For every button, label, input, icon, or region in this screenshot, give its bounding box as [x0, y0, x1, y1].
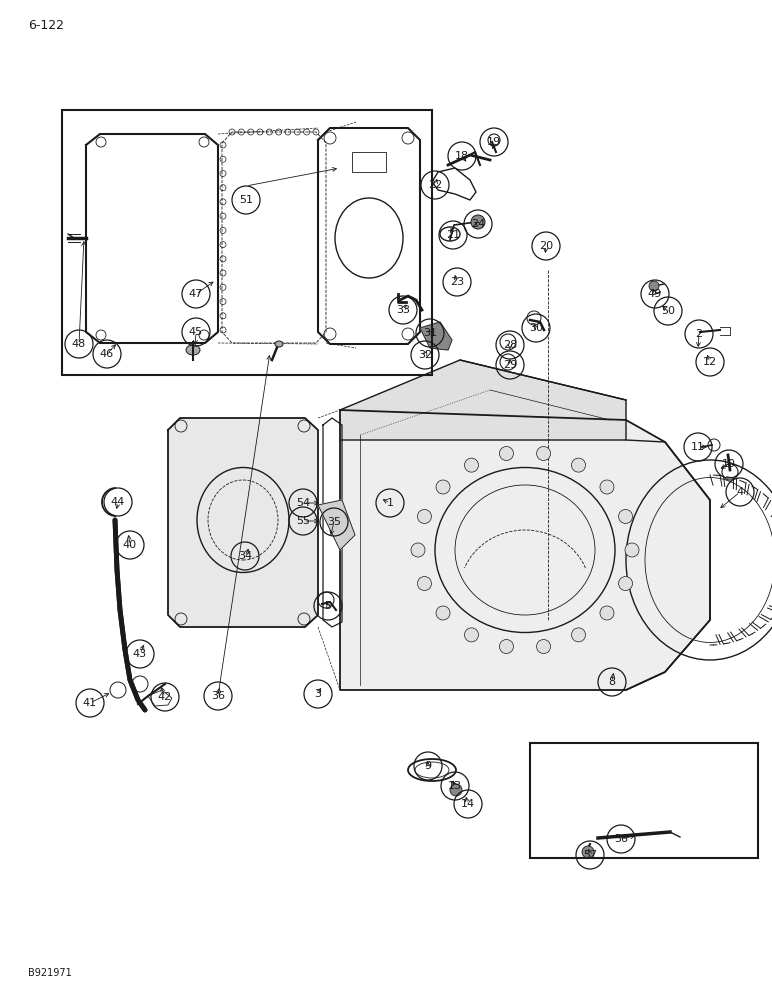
Circle shape — [471, 215, 485, 229]
Text: 21: 21 — [446, 230, 460, 240]
Text: 19: 19 — [487, 137, 501, 147]
Text: 5: 5 — [324, 601, 331, 611]
Text: 10: 10 — [722, 459, 736, 469]
Text: 42: 42 — [158, 692, 172, 702]
Text: 11: 11 — [691, 442, 705, 452]
Circle shape — [436, 606, 450, 620]
Text: 18: 18 — [455, 151, 469, 161]
Circle shape — [600, 480, 614, 494]
Text: 3: 3 — [314, 689, 321, 699]
Circle shape — [582, 846, 594, 858]
Text: B921971: B921971 — [28, 968, 72, 978]
Circle shape — [436, 480, 450, 494]
Text: 13: 13 — [448, 781, 462, 791]
Text: 4: 4 — [736, 487, 743, 497]
Text: 49: 49 — [648, 289, 662, 299]
Text: 9: 9 — [425, 761, 432, 771]
Text: 20: 20 — [539, 241, 553, 251]
Circle shape — [618, 577, 632, 591]
Text: 6-122: 6-122 — [28, 19, 64, 32]
Text: 36: 36 — [211, 691, 225, 701]
Text: 44: 44 — [111, 497, 125, 507]
Text: 29: 29 — [503, 360, 517, 370]
Ellipse shape — [186, 345, 200, 355]
Text: 28: 28 — [503, 340, 517, 350]
Circle shape — [465, 628, 479, 642]
Circle shape — [625, 543, 639, 557]
Bar — [352, 152, 386, 172]
Text: 48: 48 — [72, 339, 86, 349]
Text: 22: 22 — [428, 180, 442, 190]
Ellipse shape — [275, 341, 283, 347]
Text: 8: 8 — [608, 677, 615, 687]
Circle shape — [571, 458, 585, 472]
Text: 55: 55 — [296, 516, 310, 526]
Circle shape — [537, 640, 550, 654]
Text: 14: 14 — [461, 799, 475, 809]
Text: 54: 54 — [296, 498, 310, 508]
Circle shape — [618, 509, 632, 523]
Circle shape — [649, 281, 659, 291]
Polygon shape — [340, 410, 710, 690]
Circle shape — [537, 446, 550, 460]
Text: 40: 40 — [123, 540, 137, 550]
Circle shape — [411, 543, 425, 557]
Text: 31: 31 — [423, 328, 437, 338]
Circle shape — [571, 628, 585, 642]
Circle shape — [450, 784, 462, 796]
Text: 12: 12 — [703, 357, 717, 367]
Text: 46: 46 — [100, 349, 114, 359]
Bar — [62, 110, 432, 375]
Text: 32: 32 — [418, 350, 432, 360]
Bar — [530, 743, 758, 858]
Text: 57: 57 — [583, 850, 597, 860]
Circle shape — [499, 446, 513, 460]
Text: 30: 30 — [529, 323, 543, 333]
Text: 41: 41 — [83, 698, 97, 708]
Text: 1: 1 — [387, 498, 394, 508]
Text: 2: 2 — [696, 329, 703, 339]
Text: 56: 56 — [614, 834, 628, 844]
Circle shape — [418, 577, 432, 591]
Text: 34: 34 — [238, 551, 252, 561]
Polygon shape — [340, 360, 626, 440]
Circle shape — [499, 640, 513, 654]
Circle shape — [600, 606, 614, 620]
Text: 51: 51 — [239, 195, 253, 205]
Polygon shape — [420, 322, 452, 350]
Text: 43: 43 — [133, 649, 147, 659]
Circle shape — [465, 458, 479, 472]
Circle shape — [418, 509, 432, 523]
Polygon shape — [318, 500, 355, 550]
Text: 35: 35 — [327, 517, 341, 527]
Polygon shape — [168, 418, 318, 627]
Text: 45: 45 — [189, 327, 203, 337]
Text: 24: 24 — [471, 219, 485, 229]
Text: 47: 47 — [189, 289, 203, 299]
Text: 23: 23 — [450, 277, 464, 287]
Text: 50: 50 — [661, 306, 675, 316]
Text: 33: 33 — [396, 305, 410, 315]
